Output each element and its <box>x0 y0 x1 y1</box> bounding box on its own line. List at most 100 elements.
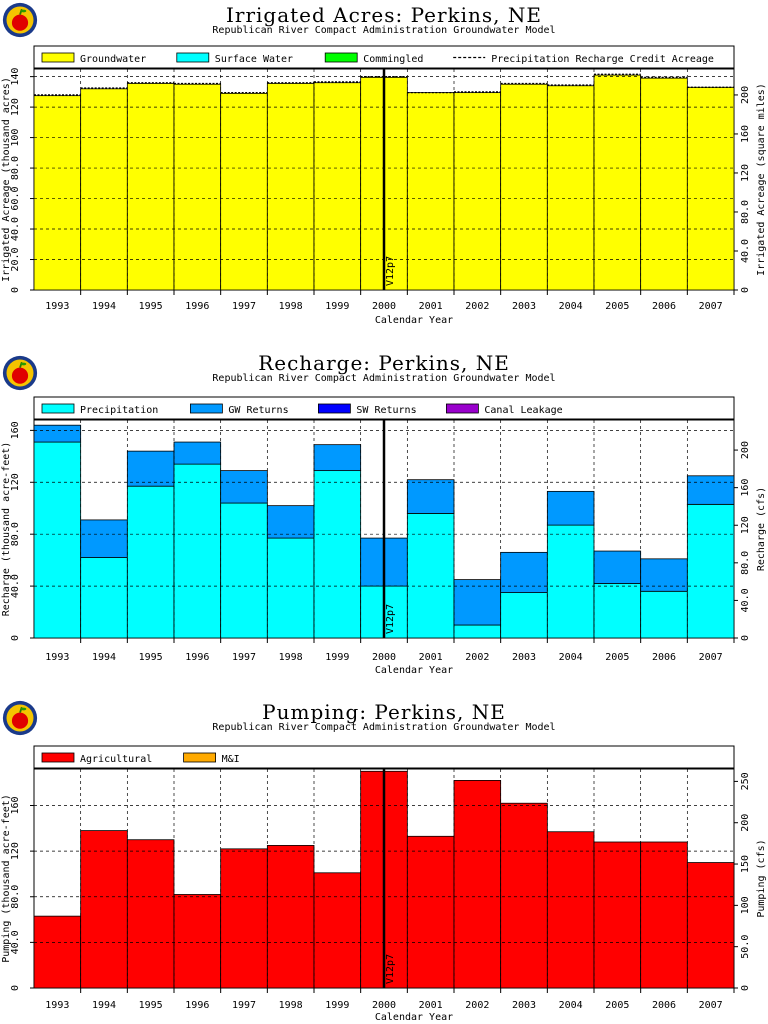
bar <box>593 583 642 639</box>
bar <box>173 463 222 639</box>
bar <box>173 83 222 291</box>
x-tick-label: 2002 <box>465 1000 489 1011</box>
legend-label: Commingled <box>363 54 423 65</box>
x-tick-label: 2001 <box>419 1000 443 1011</box>
bar <box>593 74 642 291</box>
legend-swatch <box>41 752 75 763</box>
bar <box>313 872 362 989</box>
y2-tick-label: 120 <box>740 164 751 182</box>
x-tick-label: 1994 <box>92 1000 116 1011</box>
apple-logo-icon <box>2 355 38 391</box>
bar <box>33 441 82 639</box>
bar <box>220 470 268 504</box>
legend-box <box>33 396 735 420</box>
x-tick-label: 2001 <box>419 301 443 312</box>
y-tick-label: 0 <box>10 985 21 991</box>
x-tick-label: 1997 <box>232 652 256 663</box>
x-tick-label: 1996 <box>185 652 209 663</box>
version-marker-label: V12p7 <box>385 604 396 634</box>
legend-label: GW Returns <box>228 405 288 416</box>
version-marker-label: V12p7 <box>385 954 396 984</box>
version-marker-label: V12p7 <box>385 256 396 286</box>
bar <box>593 841 642 989</box>
bar <box>640 77 688 291</box>
legend-swatch <box>317 403 351 414</box>
x-axis-label: Calendar Year <box>375 315 453 326</box>
x-tick-label: 1995 <box>139 301 163 312</box>
bar <box>686 86 735 291</box>
y2-tick-label: 0 <box>740 287 751 293</box>
y-tick-label: 20.0 <box>10 247 21 271</box>
x-tick-label: 1999 <box>325 1000 349 1011</box>
legend-label: Precipitation <box>80 405 158 416</box>
x-tick-label: 2002 <box>465 301 489 312</box>
bar <box>33 95 82 291</box>
legend-label: Precipitation Recharge Credit Acreage <box>491 54 714 65</box>
bar <box>266 505 315 539</box>
x-tick-label: 1998 <box>279 301 303 312</box>
bar <box>33 915 82 989</box>
bar <box>453 780 502 989</box>
legend-box <box>33 745 735 769</box>
y2-tick-label: 0 <box>740 985 751 991</box>
bar <box>546 524 595 639</box>
y-axis-label: Pumping (thousand acre-feet) <box>1 794 12 963</box>
bar <box>406 92 455 291</box>
recharge-chart: Precipitation GW Returns SW Returns Canal L… <box>1 396 767 676</box>
x-tick-label: 2005 <box>605 652 629 663</box>
y-tick-label: 160 <box>10 796 21 814</box>
y2-tick-label: 0 <box>740 635 751 641</box>
bar <box>546 490 595 526</box>
x-tick-label: 2007 <box>699 652 723 663</box>
y2-tick-label: 200 <box>740 441 751 459</box>
legend-swatch <box>445 403 479 414</box>
y-tick-label: 40.0 <box>10 217 21 241</box>
irrigated-acres-chart: Groundwater Surface Water Commingled Precip… <box>1 45 767 326</box>
bar <box>546 831 595 989</box>
x-tick-label: 2000 <box>372 1000 396 1011</box>
apple-logo-icon <box>2 2 38 38</box>
x-axis-label: Calendar Year <box>375 1012 453 1023</box>
y2-tick-label: 150 <box>740 855 751 873</box>
y2-tick-label: 40.0 <box>740 588 751 612</box>
x-tick-label: 1995 <box>139 652 163 663</box>
y2-tick-label: 80.0 <box>740 200 751 224</box>
x-tick-label: 1993 <box>45 301 69 312</box>
x-tick-label: 2006 <box>652 652 676 663</box>
legend-swatch <box>183 752 217 763</box>
legend-swatch <box>324 52 358 63</box>
x-tick-label: 2006 <box>652 301 676 312</box>
x-tick-label: 1997 <box>232 301 256 312</box>
bar <box>80 830 128 989</box>
x-tick-label: 2006 <box>652 1000 676 1011</box>
y-tick-label: 60.0 <box>10 187 21 211</box>
x-tick-label: 2003 <box>512 1000 536 1011</box>
bar <box>313 470 362 639</box>
x-tick-label: 1999 <box>325 652 349 663</box>
y2-tick-label: 100 <box>740 896 751 914</box>
x-tick-label: 1993 <box>45 652 69 663</box>
bar <box>500 83 548 291</box>
legend-box <box>33 45 735 69</box>
x-tick-label: 2004 <box>559 301 583 312</box>
y-tick-label: 0 <box>10 635 21 641</box>
bar <box>220 92 268 291</box>
bar <box>453 579 502 626</box>
legend-label: Surface Water <box>215 54 293 65</box>
bar <box>220 502 268 639</box>
x-tick-label: 2003 <box>512 652 536 663</box>
legend-swatch <box>189 403 223 414</box>
y2-tick-label: 200 <box>740 814 751 832</box>
chart-subtitle: Republican River Compact Administration … <box>212 25 556 36</box>
x-tick-label: 1998 <box>279 652 303 663</box>
y-tick-label: 80.0 <box>10 522 21 546</box>
y2-tick-label: 160 <box>740 479 751 497</box>
bar <box>640 841 688 989</box>
chart-title: Recharge: Perkins, NE <box>258 351 510 375</box>
bar <box>313 82 362 291</box>
x-tick-label: 2003 <box>512 301 536 312</box>
y-tick-label: 0 <box>10 287 21 293</box>
y-axis-label: Irrigated Acreage (thousand acres) <box>1 77 12 282</box>
bar <box>266 83 315 291</box>
legend-swatch <box>41 52 75 63</box>
